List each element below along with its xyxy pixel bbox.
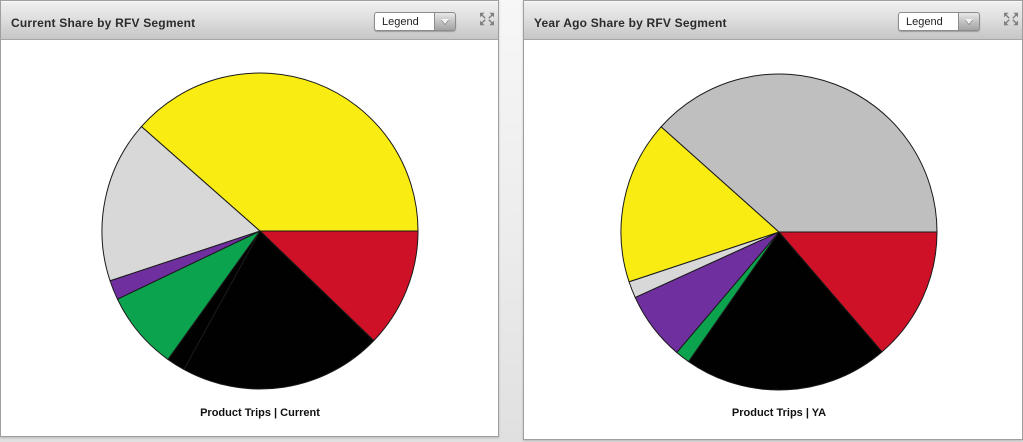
pie-slice-red[interactable] [778,231,938,353]
legend-dropdown-button[interactable] [434,12,456,31]
pie-chart-current [101,72,419,390]
pie-slice-black[interactable] [688,231,883,391]
panel-title: Year Ago Share by RFV Segment [534,16,727,30]
chart-footer-label: Product Trips | YA [731,407,827,419]
panel-current-share: Current Share by RFV Segment Legend Prod… [0,0,499,437]
chart-footer-label: Product Trips | Current [200,407,320,419]
chevron-down-icon [441,19,449,24]
pie-slice-black[interactable] [183,230,375,390]
pie-slice-light-gray[interactable] [101,126,261,282]
chevron-down-icon [965,19,973,24]
panel-header: Current Share by RFV Segment Legend [1,1,498,40]
pie-slice-yellow[interactable] [620,126,780,283]
pie-slice-yellow[interactable] [140,72,419,232]
maximize-icon[interactable] [1003,12,1019,26]
panel-header: Year Ago Share by RFV Segment Legend [524,1,1022,40]
pie-slice-red[interactable] [259,230,419,342]
panel-title: Current Share by RFV Segment [11,16,196,30]
legend-dropdown[interactable]: Legend [898,12,980,31]
legend-dropdown-label[interactable]: Legend [374,12,434,31]
legend-dropdown-label[interactable]: Legend [898,12,958,31]
legend-dropdown-button[interactable] [958,12,980,31]
maximize-icon[interactable] [479,12,495,26]
pie-slice-silver[interactable] [660,73,938,233]
legend-dropdown[interactable]: Legend [374,12,456,31]
panel-year-ago-share: Year Ago Share by RFV Segment Legend Pro… [523,0,1023,440]
pie-chart-ya [620,73,938,391]
